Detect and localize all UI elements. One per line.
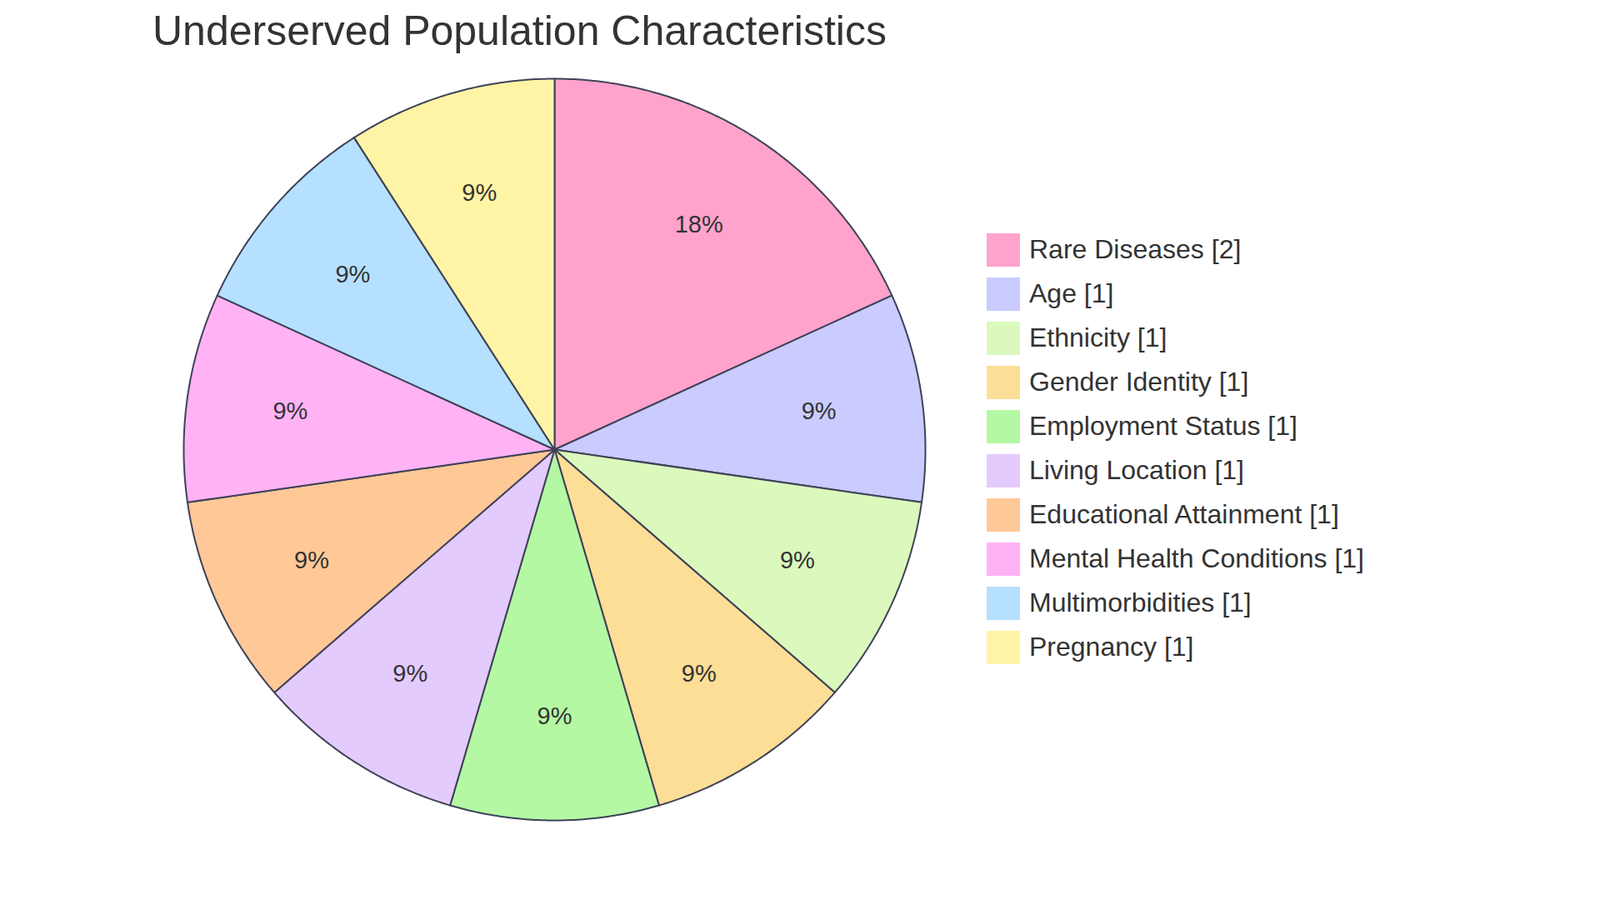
svg-text:9%: 9% — [681, 660, 717, 687]
html-text:Living Location [1]: Living Location [1] — [1029, 455, 1245, 485]
svg-text:9%: 9% — [537, 702, 573, 730]
html-text:Underserved Population Charact: Underserved Population Characteristics — [152, 7, 887, 55]
html-text:Mental Health Conditions [1]: Mental Health Conditions [1] — [1029, 543, 1365, 574]
html-text:Age [1]: Age [1] — [1029, 278, 1114, 309]
html-text:Gender Identity [1]: Gender Identity [1] — [1029, 366, 1249, 397]
svg-text:9%: 9% — [461, 179, 497, 206]
html-text:Pregnancy [1]: Pregnancy [1] — [1029, 631, 1194, 662]
html-text:Ethnicity [1]: Ethnicity [1] — [1029, 322, 1167, 353]
html-text:Rare Diseases [2]: Rare Diseases [2] — [1029, 234, 1242, 265]
svg-text:9%: 9% — [801, 397, 837, 425]
html-text:Multimorbidities [1]: Multimorbidities [1] — [1029, 587, 1252, 618]
svg-text:18%: 18% — [675, 210, 724, 238]
html-text:Educational Attainment [1]: Educational Attainment [1] — [1029, 499, 1339, 530]
svg-text:9%: 9% — [335, 260, 370, 288]
svg-text:9%: 9% — [392, 660, 428, 687]
svg-text:9%: 9% — [780, 546, 815, 574]
html-text:Employment Status [1]: Employment Status [1] — [1029, 410, 1298, 441]
svg-text:9%: 9% — [294, 546, 330, 574]
svg-text:9%: 9% — [272, 397, 308, 425]
